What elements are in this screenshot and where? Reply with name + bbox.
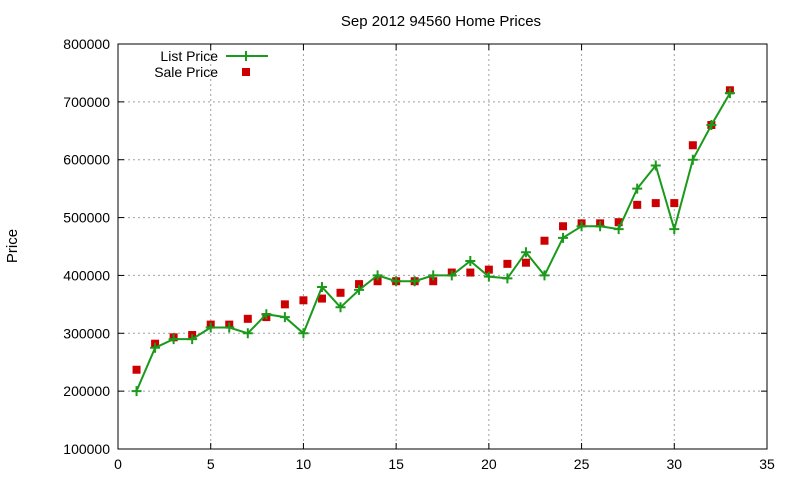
list-price-point	[520, 247, 531, 258]
y-tick-label: 600000	[63, 152, 110, 168]
list-price-point	[632, 183, 643, 194]
list-price-point	[613, 224, 624, 235]
list-price-point	[354, 284, 365, 295]
list-price-point	[687, 154, 698, 165]
list-price-point	[168, 334, 179, 345]
chart-title: Sep 2012 94560 Home Prices	[341, 13, 541, 30]
legend-swatch-sale-price	[242, 68, 250, 76]
sale-price-point	[540, 236, 549, 245]
list-price-point	[242, 328, 253, 339]
list-price-point	[131, 386, 142, 397]
sale-price-point	[559, 222, 568, 231]
list-price-point	[279, 312, 290, 323]
list-price-point	[261, 309, 272, 320]
list-price-point	[483, 271, 494, 282]
list-price-line	[135, 92, 731, 392]
list-price-point	[187, 334, 198, 345]
sale-price-point	[633, 200, 642, 209]
y-tick-label: 400000	[63, 267, 110, 283]
x-tick-label: 0	[114, 456, 122, 472]
list-price-point	[669, 224, 680, 235]
x-tick-label: 30	[666, 456, 682, 472]
sale-price-point	[299, 296, 308, 305]
sale-price-point	[484, 265, 493, 274]
y-tick-label: 100000	[63, 441, 110, 457]
y-tick-label: 300000	[63, 325, 110, 341]
sale-price-point	[688, 141, 697, 150]
sale-price-point	[429, 277, 438, 286]
y-tick-label: 700000	[63, 94, 110, 110]
sale-price-point	[355, 280, 364, 289]
list-price-point	[150, 342, 161, 353]
x-tick-label: 35	[759, 456, 775, 472]
grid-lines	[118, 44, 767, 449]
sale-price-point	[132, 365, 141, 374]
plot-frame	[117, 43, 768, 450]
x-tick-label: 10	[296, 456, 312, 472]
sale-price-point	[651, 199, 660, 208]
list-price-point	[446, 270, 457, 281]
sale-price-point	[503, 259, 512, 268]
list-price-point	[706, 120, 717, 130]
y-tick-label: 200000	[63, 383, 110, 399]
list-price-point	[372, 270, 383, 281]
series-layer	[131, 86, 735, 397]
list-price-point	[409, 276, 420, 287]
list-price-point	[316, 282, 327, 292]
list-price-point	[428, 270, 439, 281]
sale-price-point	[336, 288, 345, 297]
sale-price-point	[614, 218, 623, 227]
list-price-point	[502, 273, 513, 284]
list-price-point	[724, 88, 735, 99]
list-price-point	[558, 232, 569, 243]
sale-price-point	[521, 258, 530, 267]
axis-ticks: 0 5 10 15 20 25 30 35 100000 200000 300000 400000 50…	[63, 36, 775, 472]
list-price-point	[224, 322, 235, 333]
list-price-point	[391, 276, 402, 287]
y-tick-label: 500000	[63, 210, 110, 226]
list-price-point	[205, 322, 216, 333]
x-tick-label: 20	[481, 456, 497, 472]
legend-label-sale-price: Sale Price	[154, 64, 218, 80]
list-price-point	[539, 270, 550, 281]
list-price-point	[335, 302, 346, 313]
legend-marker-list-price	[241, 51, 251, 61]
list-price-point	[576, 221, 587, 232]
sale-price-point	[280, 300, 289, 309]
sale-price-point	[373, 277, 382, 286]
sale-price-point	[466, 268, 475, 277]
list-price-point	[595, 221, 606, 232]
y-axis-label: Price	[4, 229, 21, 263]
list-price-point	[298, 328, 309, 339]
legend-label-list-price: List Price	[160, 48, 218, 64]
sale-price-point	[670, 199, 679, 208]
sale-price-point	[317, 294, 326, 303]
y-tick-label: 800000	[63, 36, 110, 52]
x-tick-label: 5	[207, 456, 215, 472]
list-price-point	[465, 255, 476, 266]
legend: List Price Sale Price	[154, 48, 268, 80]
x-tick-label: 15	[388, 456, 404, 472]
sale-price-point	[243, 314, 252, 323]
x-tick-label: 25	[574, 456, 590, 472]
list-price-point	[650, 160, 661, 171]
